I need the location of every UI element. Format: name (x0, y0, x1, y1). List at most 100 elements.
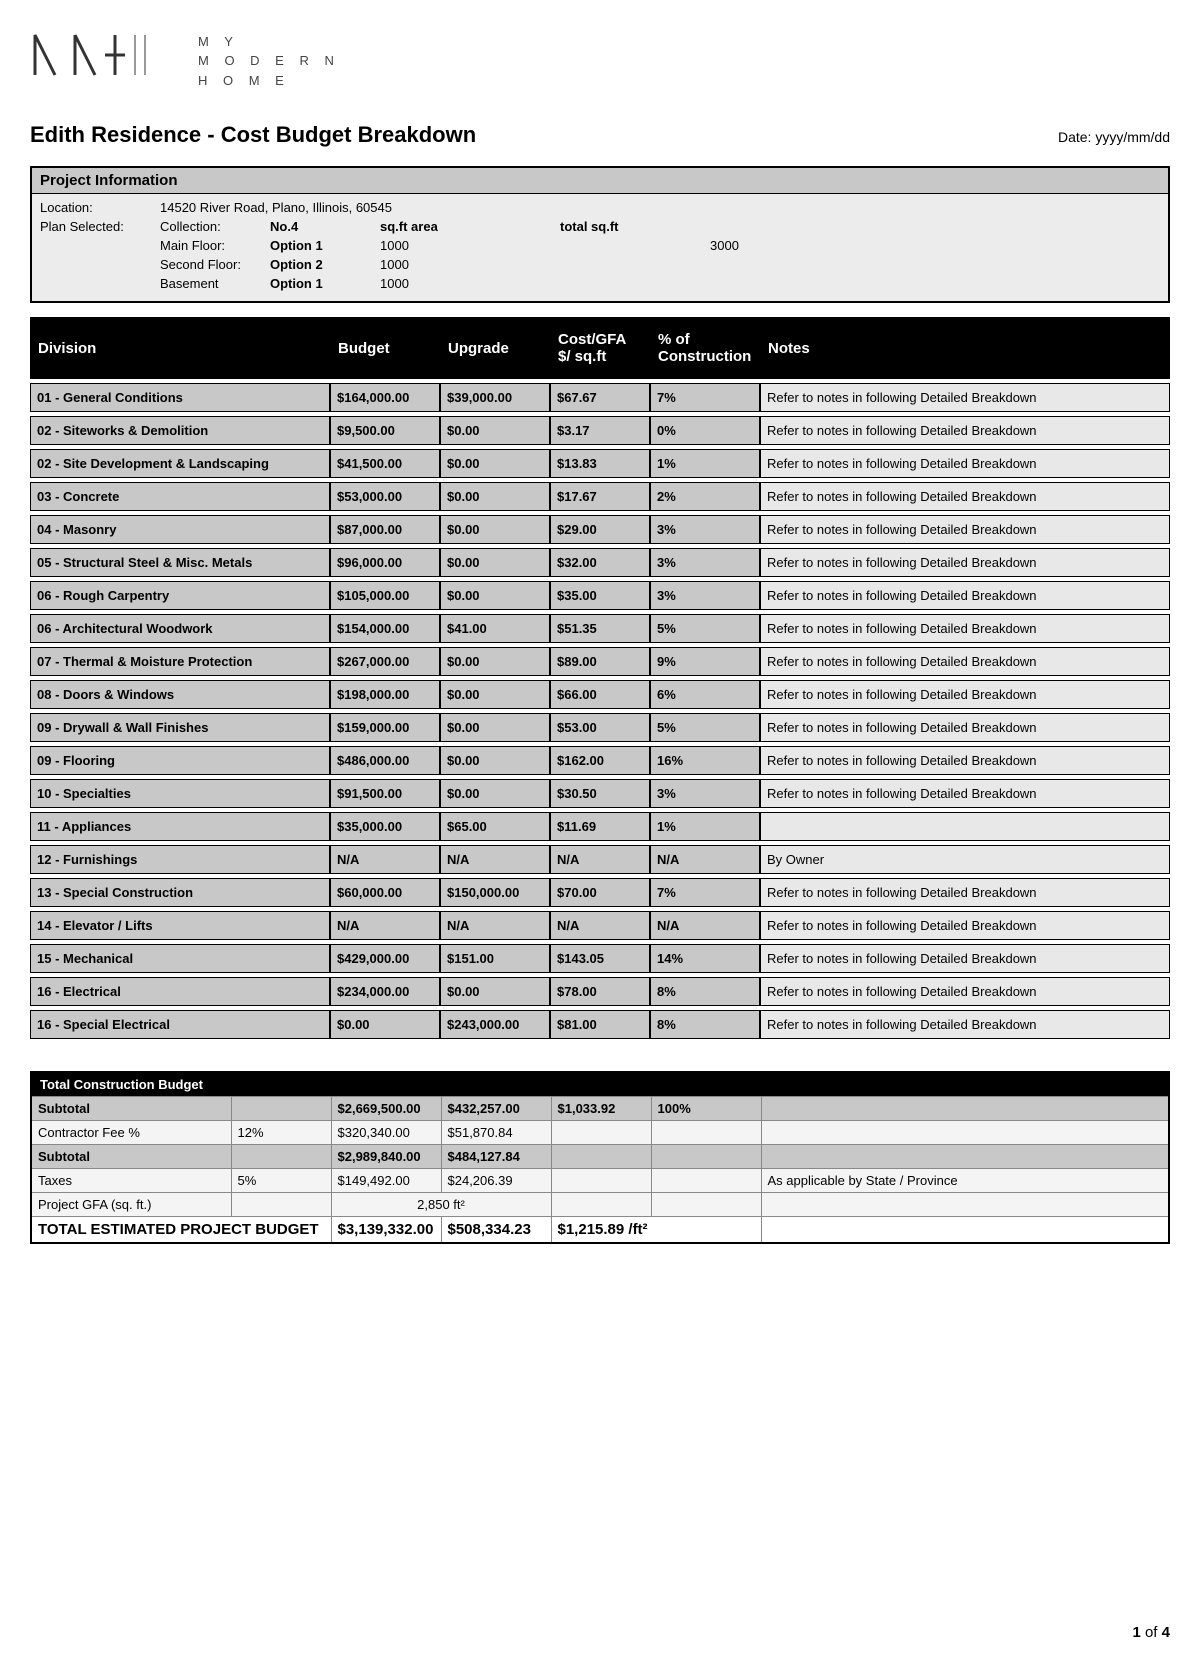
cell-notes: Refer to notes in following Detailed Bre… (760, 416, 1170, 445)
cell-gfa: $51.35 (550, 614, 650, 643)
cell-notes: Refer to notes in following Detailed Bre… (760, 878, 1170, 907)
subtotal-gfa: $1,033.92 (551, 1097, 651, 1121)
cell-gfa: N/A (550, 845, 650, 874)
cell-division: 12 - Furnishings (30, 845, 330, 874)
table-row: 09 - Flooring$486,000.00$0.00$162.0016%R… (30, 746, 1170, 775)
logo-line3: H O M E (198, 71, 340, 91)
table-row: 14 - Elevator / LiftsN/AN/AN/AN/ARefer t… (30, 911, 1170, 940)
cell-notes: Refer to notes in following Detailed Bre… (760, 779, 1170, 808)
collection-label: Collection: (160, 217, 270, 236)
subtotal-budget: $2,669,500.00 (331, 1097, 441, 1121)
cell-notes: Refer to notes in following Detailed Bre… (760, 449, 1170, 478)
cell-gfa: $29.00 (550, 515, 650, 544)
table-row: 15 - Mechanical$429,000.00$151.00$143.05… (30, 944, 1170, 973)
cell-division: 04 - Masonry (30, 515, 330, 544)
cell-pct: 6% (650, 680, 760, 709)
cell-notes: By Owner (760, 845, 1170, 874)
cell-notes: Refer to notes in following Detailed Bre… (760, 1010, 1170, 1039)
project-info-body: Location: 14520 River Road, Plano, Illin… (32, 194, 1168, 301)
cell-division: 14 - Elevator / Lifts (30, 911, 330, 940)
table-row: 03 - Concrete$53,000.00$0.00$17.672%Refe… (30, 482, 1170, 511)
total-label: TOTAL ESTIMATED PROJECT BUDGET (31, 1217, 331, 1244)
fee-budget: $320,340.00 (331, 1121, 441, 1145)
cell-pct: N/A (650, 845, 760, 874)
cell-gfa: $17.67 (550, 482, 650, 511)
summary-table: Total Construction Budget Subtotal $2,66… (30, 1071, 1170, 1244)
sqft-area-label: sq.ft area (380, 217, 560, 236)
cell-upgrade: $0.00 (440, 779, 550, 808)
subtotal2-upgrade: $484,127.84 (441, 1145, 551, 1169)
table-row: 02 - Siteworks & Demolition$9,500.00$0.0… (30, 416, 1170, 445)
logo: M Y M O D E R N H O M E (30, 30, 1170, 92)
fee-label: Contractor Fee % (31, 1121, 231, 1145)
col-division: Division (30, 317, 330, 379)
cell-pct: 3% (650, 548, 760, 577)
total-gfa: $1,215.89 /ft² (551, 1217, 761, 1244)
cell-upgrade: $0.00 (440, 647, 550, 676)
cell-notes: Refer to notes in following Detailed Bre… (760, 977, 1170, 1006)
cell-upgrade: $0.00 (440, 515, 550, 544)
cell-gfa: $53.00 (550, 713, 650, 742)
cell-notes (760, 812, 1170, 841)
total-sqft-label: total sq.ft (560, 217, 710, 236)
cell-gfa: $89.00 (550, 647, 650, 676)
cell-gfa: $70.00 (550, 878, 650, 907)
total-upgrade: $508,334.23 (441, 1217, 551, 1244)
cell-budget: $41,500.00 (330, 449, 440, 478)
date-label: Date: yyyy/mm/dd (1058, 129, 1170, 145)
gfa-value: 2,850 ft² (331, 1193, 551, 1217)
tax-label: Taxes (31, 1169, 231, 1193)
cell-budget: $60,000.00 (330, 878, 440, 907)
cell-upgrade: $0.00 (440, 977, 550, 1006)
cell-pct: 7% (650, 878, 760, 907)
gfa-label: Project GFA (sq. ft.) (31, 1193, 231, 1217)
cell-budget: $91,500.00 (330, 779, 440, 808)
cell-budget: $9,500.00 (330, 416, 440, 445)
cell-notes: Refer to notes in following Detailed Bre… (760, 680, 1170, 709)
cell-upgrade: $65.00 (440, 812, 550, 841)
subtotal2-label: Subtotal (31, 1145, 231, 1169)
plan-option: Option 2 (270, 255, 380, 274)
cell-upgrade: $0.00 (440, 482, 550, 511)
cell-budget: $164,000.00 (330, 383, 440, 412)
cell-notes: Refer to notes in following Detailed Bre… (760, 911, 1170, 940)
cell-upgrade: $150,000.00 (440, 878, 550, 907)
table-row: 02 - Site Development & Landscaping$41,5… (30, 449, 1170, 478)
fee-pct: 12% (231, 1121, 331, 1145)
cell-budget: $0.00 (330, 1010, 440, 1039)
cell-upgrade: $0.00 (440, 449, 550, 478)
cell-upgrade: $0.00 (440, 713, 550, 742)
cell-budget: $53,000.00 (330, 482, 440, 511)
col-pct: % of Construction (650, 317, 760, 379)
logo-line2: M O D E R N (198, 51, 340, 71)
cell-gfa: $143.05 (550, 944, 650, 973)
cell-notes: Refer to notes in following Detailed Bre… (760, 746, 1170, 775)
plan-floor-label: Second Floor: (160, 255, 270, 274)
page-footer: 1 of 4 (30, 1624, 1170, 1641)
title-row: Edith Residence - Cost Budget Breakdown … (30, 122, 1170, 148)
table-row: 05 - Structural Steel & Misc. Metals$96,… (30, 548, 1170, 577)
cell-upgrade: $0.00 (440, 548, 550, 577)
subtotal-pct: 100% (651, 1097, 761, 1121)
table-row: 06 - Architectural Woodwork$154,000.00$4… (30, 614, 1170, 643)
cell-notes: Refer to notes in following Detailed Bre… (760, 713, 1170, 742)
summary-fee-row: Contractor Fee % 12% $320,340.00 $51,870… (31, 1121, 1169, 1145)
project-info-header: Project Information (32, 168, 1168, 194)
cell-notes: Refer to notes in following Detailed Bre… (760, 614, 1170, 643)
cell-notes: Refer to notes in following Detailed Bre… (760, 647, 1170, 676)
division-table: Division Budget Upgrade Cost/GFA $/ sq.f… (30, 313, 1170, 1043)
logo-tagline: M Y M O D E R N H O M E (198, 32, 340, 91)
cell-pct: 5% (650, 713, 760, 742)
logo-mark (30, 30, 180, 92)
tax-upgrade: $24,206.39 (441, 1169, 551, 1193)
cell-budget: N/A (330, 911, 440, 940)
col-cost-gfa: Cost/GFA $/ sq.ft (550, 317, 650, 379)
col-upgrade: Upgrade (440, 317, 550, 379)
cell-pct: 3% (650, 779, 760, 808)
plan-option: Option 1 (270, 274, 380, 293)
table-row: 07 - Thermal & Moisture Protection$267,0… (30, 647, 1170, 676)
plan-floor-label: Basement (160, 274, 270, 293)
cell-pct: N/A (650, 911, 760, 940)
cell-notes: Refer to notes in following Detailed Bre… (760, 482, 1170, 511)
summary-total-row: TOTAL ESTIMATED PROJECT BUDGET $3,139,33… (31, 1217, 1169, 1244)
